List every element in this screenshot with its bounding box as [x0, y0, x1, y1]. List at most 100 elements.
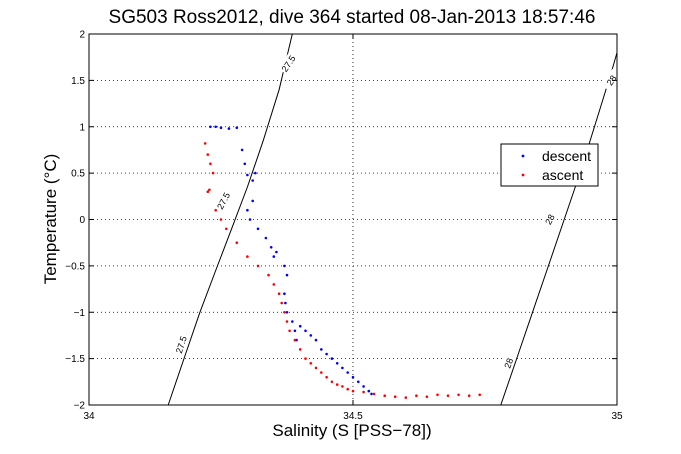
- descent-point: [309, 334, 313, 337]
- descent-point: [335, 362, 339, 365]
- ascent-point: [415, 394, 418, 398]
- y-tick-label: 0.5: [71, 169, 85, 180]
- ascent-point: [309, 362, 313, 365]
- data-points: [203, 125, 482, 399]
- ascent-point: [214, 208, 217, 212]
- descent-point: [320, 348, 323, 351]
- ascent-point: [304, 357, 307, 360]
- legend-label-ascent: ascent: [542, 167, 583, 183]
- ascent-point: [393, 395, 397, 399]
- ascent-point: [206, 153, 210, 156]
- descent-point: [251, 199, 254, 203]
- ascent-point: [330, 380, 334, 384]
- ascent-point: [383, 394, 387, 398]
- x-tick-label: 34: [83, 411, 95, 422]
- descent-point: [283, 292, 286, 296]
- ascent-point: [467, 394, 471, 398]
- descent-point: [240, 148, 244, 152]
- ascent-point: [351, 389, 355, 393]
- y-axis-label: Temperature (°C): [41, 154, 60, 285]
- y-tick-label: 2: [79, 30, 85, 41]
- descent-point: [370, 392, 373, 396]
- y-tick-label: −1.5: [65, 354, 85, 365]
- contour-label-bg: [601, 68, 622, 92]
- descent-point: [346, 371, 350, 374]
- ascent-point: [203, 142, 207, 145]
- ascent-point: [341, 385, 344, 388]
- y-tick-label: −2: [74, 401, 86, 412]
- ascent-point: [446, 394, 450, 398]
- ascent-point: [288, 329, 291, 333]
- contour-label-bg: [278, 52, 299, 75]
- descent-point: [275, 250, 278, 254]
- contour-label-bg: [499, 351, 517, 375]
- descent-point: [254, 171, 257, 175]
- ascent-point: [209, 162, 212, 166]
- contour-label-bg: [539, 207, 560, 231]
- axis-ticks: 34 34.5 35 −2 −1.5 −1 −0.5 0 0.5 1 1.5 2: [65, 30, 623, 423]
- descent-point: [264, 236, 268, 240]
- ascent-point: [283, 311, 286, 314]
- ascent-point: [346, 387, 350, 391]
- legend-marker-descent: [521, 154, 525, 158]
- ascent-point: [478, 393, 482, 397]
- descent-point: [362, 385, 365, 388]
- ascent-point: [372, 392, 376, 396]
- descent-point: [246, 208, 249, 212]
- descent-point: [283, 264, 286, 268]
- contour-line-27.5: [167, 33, 293, 406]
- descent-point: [235, 126, 239, 129]
- ascent-point: [208, 188, 211, 192]
- ascent-point: [285, 320, 289, 323]
- descent-point: [285, 273, 289, 277]
- descent-point: [314, 338, 318, 342]
- contour-label-28: 28: [502, 357, 515, 370]
- ascent-point: [246, 255, 249, 258]
- ascent-point: [293, 338, 297, 342]
- descent-point: [272, 255, 276, 258]
- descent-point: [325, 352, 328, 356]
- ascent-point: [404, 396, 408, 399]
- legend-marker-ascent: [521, 173, 525, 177]
- descent-point: [243, 162, 247, 166]
- ascent-point: [256, 264, 260, 268]
- descent-point: [285, 311, 289, 314]
- descent-point: [304, 329, 307, 333]
- descent-point: [269, 246, 273, 249]
- descent-point: [293, 329, 297, 333]
- descent-point: [291, 320, 294, 323]
- contour-label-28: 28: [543, 213, 557, 227]
- x-tick-label: 34.5: [343, 411, 363, 422]
- contour-label-28: 28: [605, 73, 619, 87]
- descent-point: [256, 227, 260, 231]
- y-tick-label: −1: [74, 308, 86, 319]
- descent-point: [341, 366, 344, 370]
- contour-label-bg: [172, 333, 190, 356]
- descent-point: [330, 357, 334, 360]
- grid: [89, 34, 617, 405]
- ascent-point: [280, 301, 284, 305]
- descent-point: [209, 125, 212, 129]
- ascent-point: [225, 227, 228, 231]
- ascent-point: [314, 366, 318, 370]
- ascent-point: [267, 273, 270, 277]
- ascent-point: [235, 241, 239, 244]
- descent-point: [351, 375, 355, 379]
- chart-title: SG503 Ross2012, dive 364 started 08-Jan-…: [109, 7, 596, 28]
- ascent-point: [298, 348, 302, 351]
- y-tick-label: 1.5: [71, 76, 85, 87]
- y-tick-label: 0: [79, 215, 85, 226]
- descent-point: [298, 324, 302, 328]
- ascent-point: [320, 371, 323, 374]
- ascent-point: [206, 190, 210, 193]
- ascent-point: [277, 292, 281, 296]
- descent-point: [246, 173, 249, 177]
- ascent-point: [325, 375, 328, 379]
- legend: descent ascent: [500, 143, 599, 187]
- descent-point: [214, 125, 217, 129]
- y-tick-label: −0.5: [65, 261, 85, 272]
- ascent-point: [219, 218, 223, 221]
- descent-point: [357, 380, 360, 384]
- ascent-point: [425, 395, 429, 399]
